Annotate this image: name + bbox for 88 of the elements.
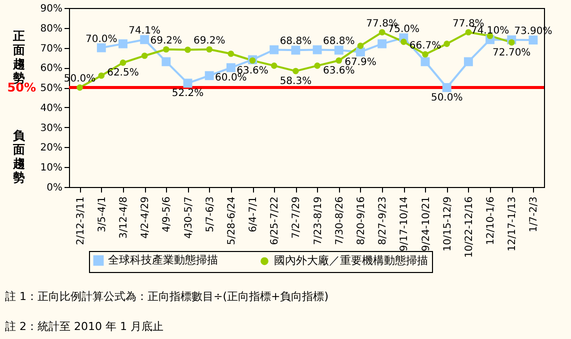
y-tick-label: 0% — [46, 182, 62, 194]
point — [98, 72, 105, 79]
x-tick-label: 9/17-10/14 — [399, 196, 410, 252]
data-label: 72.70% — [492, 47, 531, 58]
y-tick-label: 40% — [40, 102, 62, 114]
legend-label: 國內外大廠／重要機構動態掃描 — [274, 254, 428, 268]
text: 負面趨勢 — [12, 128, 26, 184]
point — [314, 62, 320, 69]
point — [442, 83, 452, 92]
point — [120, 60, 126, 66]
data-label: 74.10% — [470, 26, 510, 37]
point — [228, 50, 234, 57]
x-tick-label: 1/7-2/3 — [528, 196, 540, 232]
x-tick-label: 10/22-12/16 — [464, 196, 475, 258]
point — [292, 68, 299, 74]
x-tick-label: 3/5-4/1 — [96, 196, 108, 232]
data-label: 60.0% — [215, 72, 247, 84]
point — [226, 63, 236, 72]
text: 註 2：統計至 2010 年 1 月底止 — [5, 320, 164, 333]
point — [291, 46, 300, 55]
point — [162, 46, 170, 53]
point — [378, 39, 387, 48]
point — [118, 39, 128, 48]
point — [270, 45, 279, 54]
x-tick-label: 6/4-7/1 — [248, 196, 260, 232]
x-tick-label: 6/25-7/22 — [270, 196, 281, 246]
point — [183, 78, 192, 88]
point — [508, 39, 515, 46]
x-tick-label: 7/23-8/19 — [312, 196, 324, 246]
x-tick-label: 7/2-7/29 — [291, 196, 302, 239]
point — [312, 45, 322, 54]
x-tick-label: 5/7-6/3 — [204, 196, 216, 232]
point — [465, 29, 472, 36]
y-tick-label: 70% — [40, 43, 62, 54]
point — [184, 46, 191, 53]
point — [162, 57, 171, 66]
data-label: 50.0% — [430, 92, 463, 104]
data-label: 62.5% — [107, 68, 139, 79]
point — [378, 29, 386, 36]
data-label: 74.1% — [128, 26, 160, 37]
point — [206, 46, 213, 53]
x-tick-label: 2/12-3/11 — [75, 196, 86, 246]
point — [444, 40, 450, 47]
point — [400, 38, 407, 45]
point — [141, 52, 148, 59]
point — [76, 84, 83, 91]
data-label: 68.8% — [322, 36, 355, 48]
data-label: 68.8% — [280, 36, 312, 48]
point — [357, 42, 364, 49]
text: 註 1：正向比例計算公式為：正向指標數目÷(正向指標+負向指標) — [5, 290, 329, 303]
y-tick-label: 90% — [40, 4, 62, 14]
y-tick-label: 50% — [40, 83, 62, 94]
x-tick-label: 5/28-6/24 — [226, 196, 238, 246]
y-tick-label: 30% — [40, 122, 62, 134]
point — [204, 71, 214, 80]
x-tick-label: 12/10-1/6 — [486, 196, 497, 246]
x-tick-label: 8/20-9/16 — [356, 196, 367, 246]
y-tick-label: 20% — [40, 142, 62, 154]
point — [270, 62, 278, 69]
data-label: 69.2% — [193, 35, 226, 46]
y-tick-label: 80% — [40, 23, 62, 34]
x-tick-label: 12/17-1/13 — [507, 196, 518, 252]
point — [356, 47, 365, 56]
data-label: 66.7% — [409, 40, 442, 52]
point — [528, 36, 538, 44]
legend-label: 全球科技產業動態掃描 — [108, 254, 218, 267]
data-label: 52.2% — [172, 88, 204, 100]
point — [336, 57, 342, 64]
data-label: 70.0% — [85, 34, 118, 45]
x-tick-label: 9/24-10/21 — [420, 196, 432, 252]
data-label: 58.3% — [280, 76, 312, 88]
x-tick-label: 4/30-5/7 — [183, 196, 194, 239]
x-tick-label: 4/2-4/29 — [140, 196, 152, 239]
x-tick-label: 8/27-9/23 — [378, 196, 389, 246]
y-tick-label: 10% — [40, 162, 62, 174]
x-tick-label: 4/9-5/6 — [162, 196, 173, 232]
data-label: 69.2% — [150, 35, 182, 46]
data-label: 63.6% — [322, 66, 355, 77]
point — [420, 57, 430, 66]
x-tick-label: 3/12-4/8 — [118, 196, 130, 239]
y-tick-label: 60% — [40, 63, 62, 74]
x-tick-label: 7/30-8/26 — [334, 196, 346, 246]
point — [422, 51, 428, 58]
point — [334, 46, 344, 55]
point — [140, 35, 150, 44]
point — [464, 57, 473, 66]
point — [96, 43, 106, 52]
x-tick-label: 10/15-12/9 — [442, 196, 454, 252]
